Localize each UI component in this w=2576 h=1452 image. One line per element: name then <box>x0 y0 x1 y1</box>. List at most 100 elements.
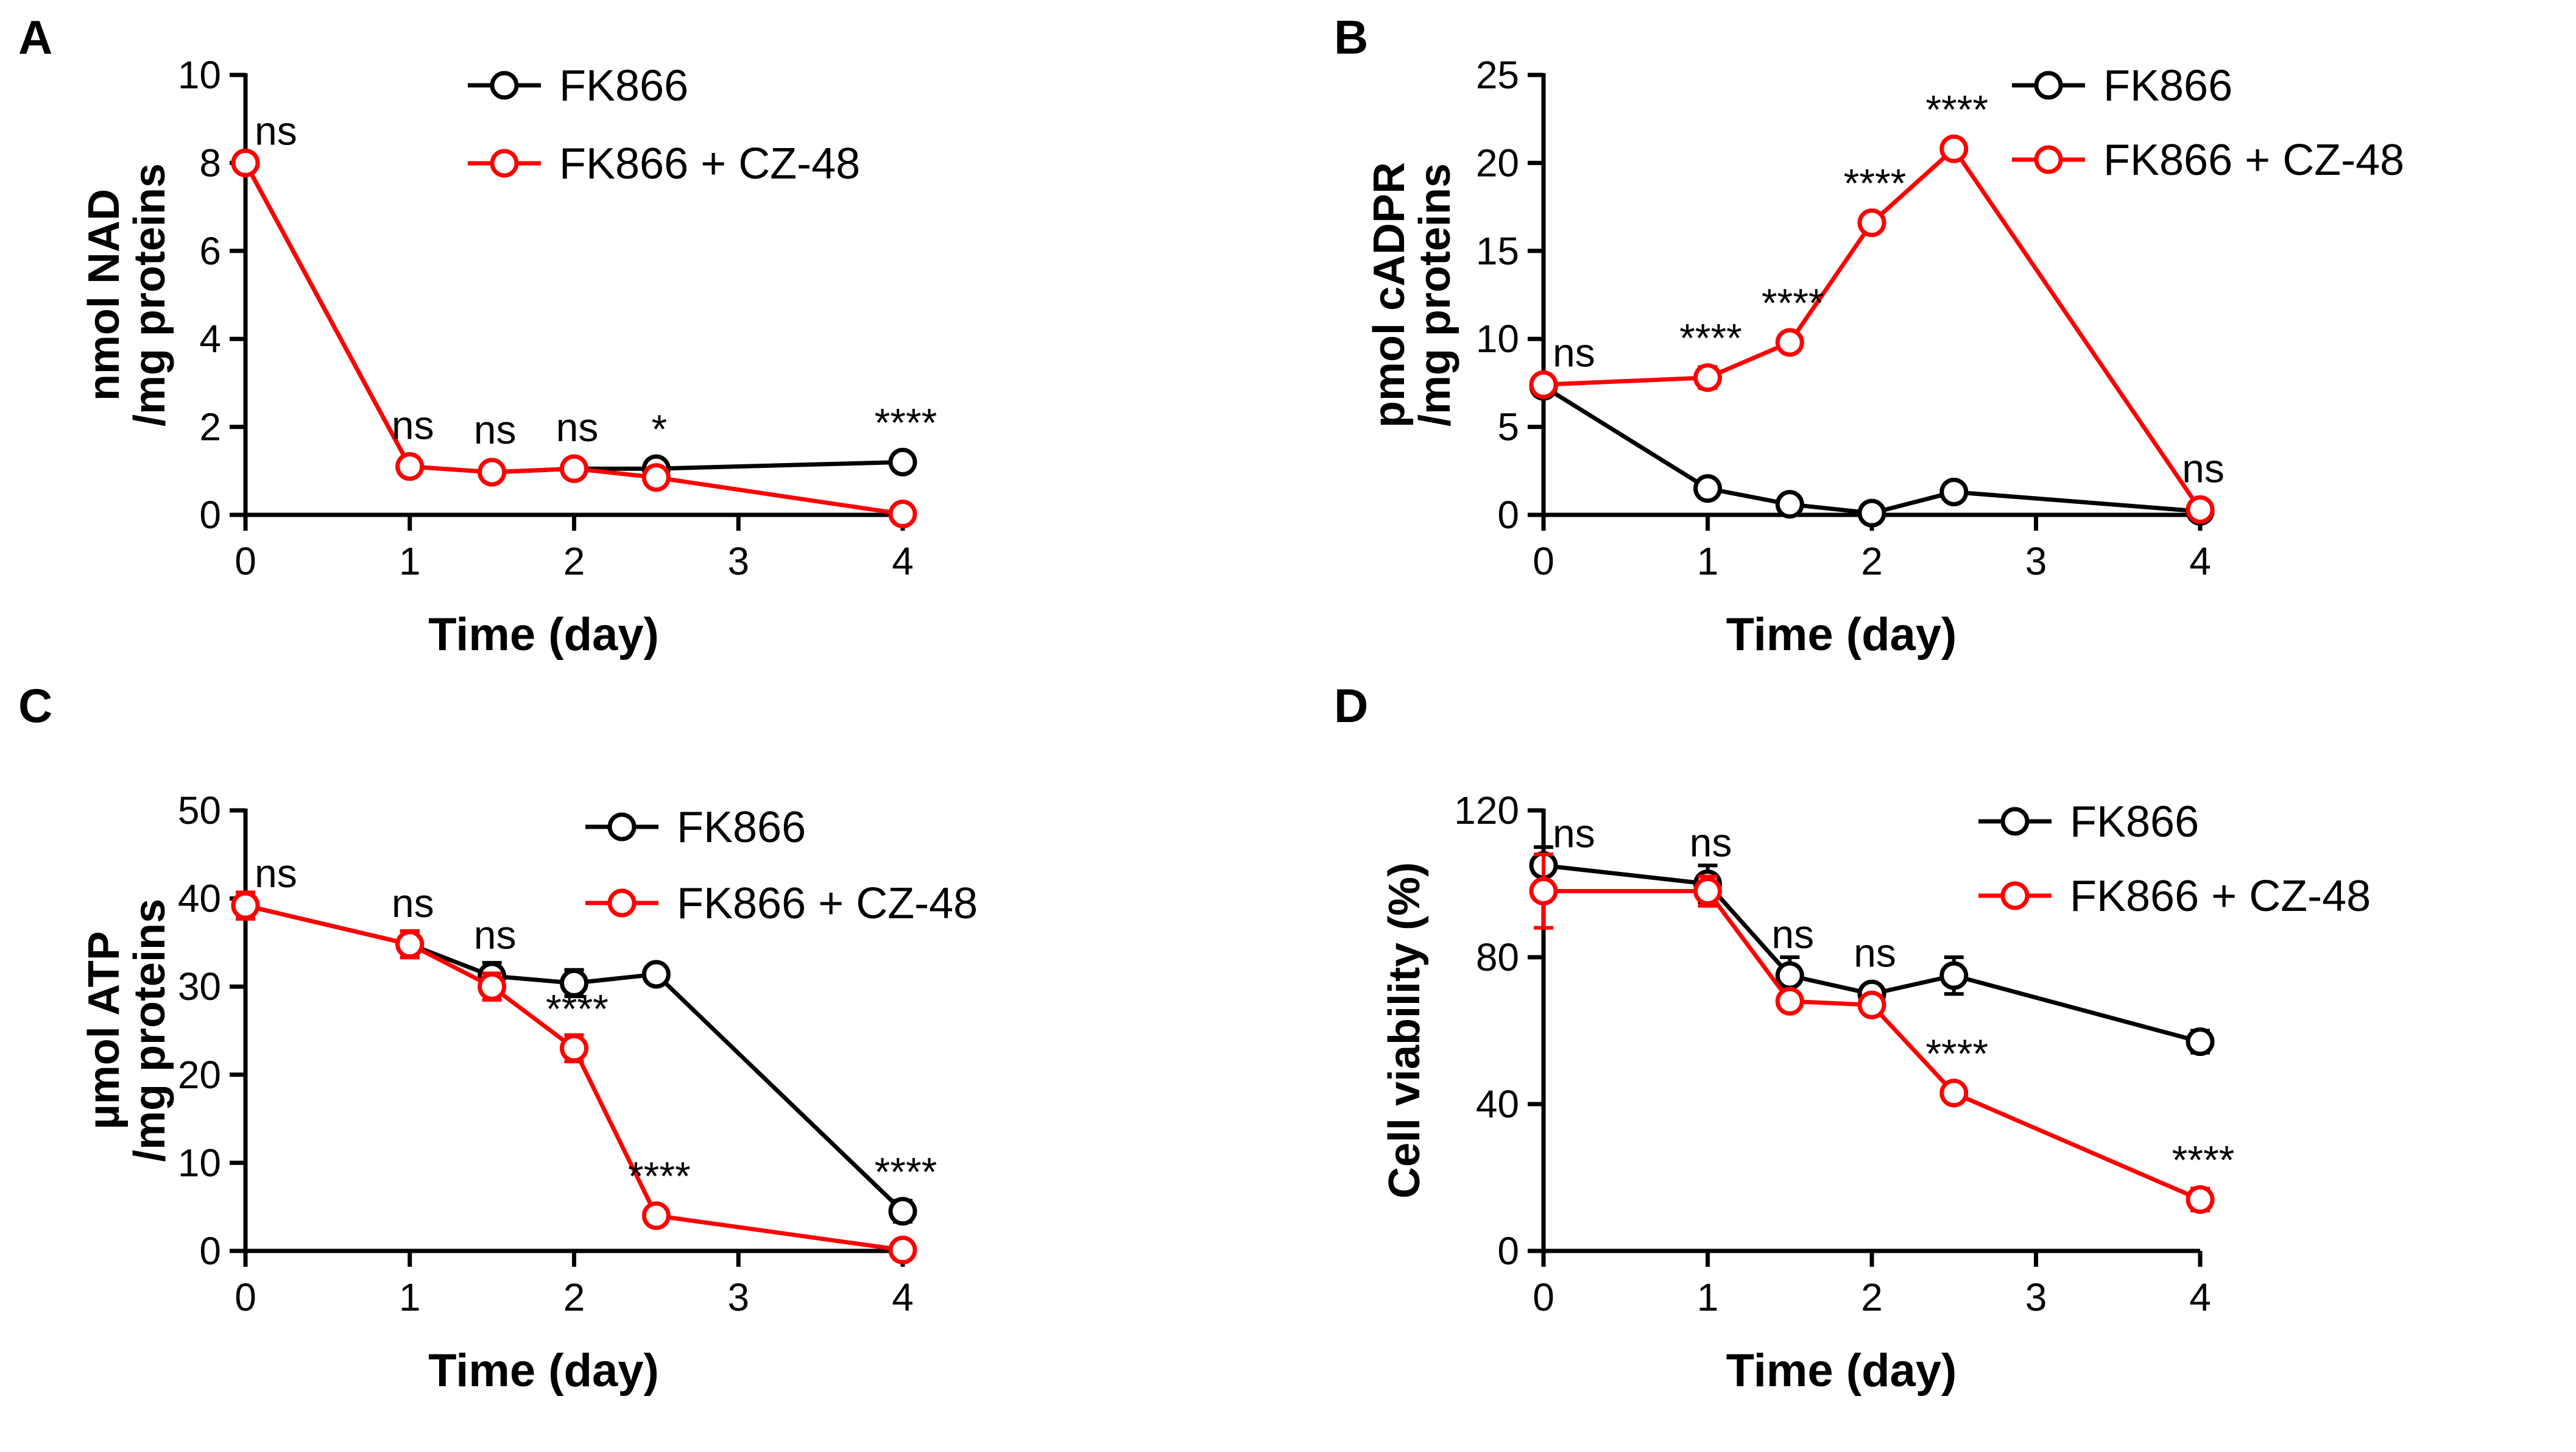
data-point <box>1857 498 1886 528</box>
panel-label: B <box>1334 10 1368 64</box>
x-axis-label: Time (day) <box>1726 609 1957 660</box>
series-fk866-cz48 <box>231 890 917 1265</box>
y-tick-label: 5 <box>1497 405 1519 449</box>
panel-label: D <box>1334 679 1368 732</box>
y-tick-label: 15 <box>1476 229 1519 273</box>
data-point <box>1775 490 1804 519</box>
data-point <box>1529 877 1558 906</box>
data-point <box>641 960 671 989</box>
x-tick-label: 4 <box>892 539 914 583</box>
y-axis-label: /mg proteins <box>125 899 174 1162</box>
significance-annotation: **** <box>2172 1138 2235 1183</box>
data-point <box>1693 474 1722 503</box>
x-tick-label: 2 <box>1861 539 1883 583</box>
series-line <box>1543 863 2201 1044</box>
significance-annotation: * <box>652 406 668 452</box>
data-point <box>1775 328 1804 357</box>
panel-b: B 0 5 10 15 20 25 0 1 2 3 4 Time (day) pmol cADPR/mg … <box>1334 10 2404 660</box>
panel-label: A <box>18 10 52 64</box>
data-point <box>2186 1027 2215 1057</box>
y-tick-label: 0 <box>199 1229 221 1273</box>
y-tick-label: 50 <box>178 788 221 832</box>
significance-annotation: ns <box>1553 330 1595 375</box>
y-tick-label: 25 <box>1476 53 1519 97</box>
panel-label: C <box>18 679 52 732</box>
y-axis-label: /mg proteins <box>1411 163 1459 427</box>
data-point <box>1939 1078 1969 1108</box>
significance-annotation: ns <box>1690 820 1732 865</box>
significance-annotation: ns <box>474 912 517 957</box>
significance-annotation: ns <box>255 851 297 896</box>
x-tick-label: 3 <box>2025 539 2047 583</box>
significance-annotation: **** <box>875 400 937 445</box>
y-axis-label: pmol cADPR <box>1365 162 1414 428</box>
data-point <box>1775 986 1804 1016</box>
series-fk866-cz48 <box>231 148 917 529</box>
x-tick-label: 2 <box>563 1275 585 1319</box>
data-point <box>1857 990 1886 1019</box>
x-axis-label: Time (day) <box>428 609 659 660</box>
data-point <box>478 458 507 487</box>
significance-annotation: **** <box>546 986 609 1031</box>
x-tick-label: 4 <box>2189 539 2211 583</box>
legend-marker <box>2034 71 2063 100</box>
legend-marker <box>607 888 637 918</box>
y-tick-label: 0 <box>1497 1229 1519 1273</box>
x-tick-label: 2 <box>563 539 585 583</box>
y-tick-label: 80 <box>1476 935 1519 979</box>
data-point <box>1693 363 1722 392</box>
series-fk866-cz48 <box>1529 134 2215 524</box>
series-fk866-cz48 <box>1529 852 2215 1214</box>
x-axis-label: Time (day) <box>428 1345 659 1397</box>
data-point <box>560 454 588 483</box>
data-point <box>1857 208 1886 238</box>
data-point <box>888 1236 917 1265</box>
data-point <box>1775 961 1804 990</box>
significance-annotation: ns <box>1854 930 1896 975</box>
y-tick-label: 40 <box>178 877 221 921</box>
x-tick-label: 3 <box>727 539 749 583</box>
legend-label: FK866 + CZ-48 <box>677 879 978 928</box>
significance-annotation: **** <box>1925 87 1988 132</box>
significance-annotation: ns <box>392 403 434 448</box>
series-line <box>1544 889 2201 1202</box>
significance-annotation: **** <box>1844 161 1907 206</box>
legend-label: FK866 <box>2103 62 2232 110</box>
series-line <box>245 903 903 1253</box>
data-point <box>641 1201 671 1230</box>
panel-a: A 0 2 4 6 8 10 0 1 2 3 4 Time (day) nmol NAD/mg prote… <box>18 10 937 660</box>
x-tick-label: 4 <box>2189 1275 2211 1319</box>
x-tick-label: 1 <box>1697 539 1719 583</box>
x-tick-label: 4 <box>892 1275 914 1319</box>
data-point <box>478 972 507 1001</box>
data-point <box>641 463 671 492</box>
significance-annotation: ns <box>1771 912 1814 957</box>
y-axis-label: µmol ATP <box>80 931 129 1129</box>
data-point <box>1939 961 1969 990</box>
data-point <box>888 500 917 529</box>
x-tick-label: 0 <box>1533 1275 1554 1319</box>
data-point <box>1939 134 1969 163</box>
legend-label: FK866 <box>559 62 688 110</box>
y-tick-label: 10 <box>178 1141 221 1185</box>
x-axis-label: Time (day) <box>1726 1345 1957 1397</box>
panel-d: D 0 40 80 120 0 1 2 3 4 Time (day) Cell viability (… <box>1334 679 2371 1397</box>
legend-marker <box>607 812 637 841</box>
x-tick-label: 2 <box>1861 1275 1883 1319</box>
y-tick-label: 40 <box>1476 1082 1519 1126</box>
y-tick-label: 20 <box>178 1053 221 1097</box>
x-tick-label: 0 <box>235 539 256 583</box>
series-line <box>1542 384 2201 515</box>
legend-marker <box>2034 145 2063 174</box>
y-tick-label: 8 <box>199 141 221 185</box>
data-point <box>2186 1185 2215 1214</box>
y-tick-label: 120 <box>1454 788 1519 832</box>
significance-annotation: **** <box>1762 280 1824 325</box>
y-tick-label: 30 <box>178 965 221 1008</box>
legend-marker <box>2000 881 2030 910</box>
y-tick-label: 10 <box>1476 317 1519 361</box>
data-point <box>1693 877 1722 906</box>
y-tick-label: 2 <box>199 405 221 449</box>
y-tick-label: 4 <box>199 317 221 361</box>
